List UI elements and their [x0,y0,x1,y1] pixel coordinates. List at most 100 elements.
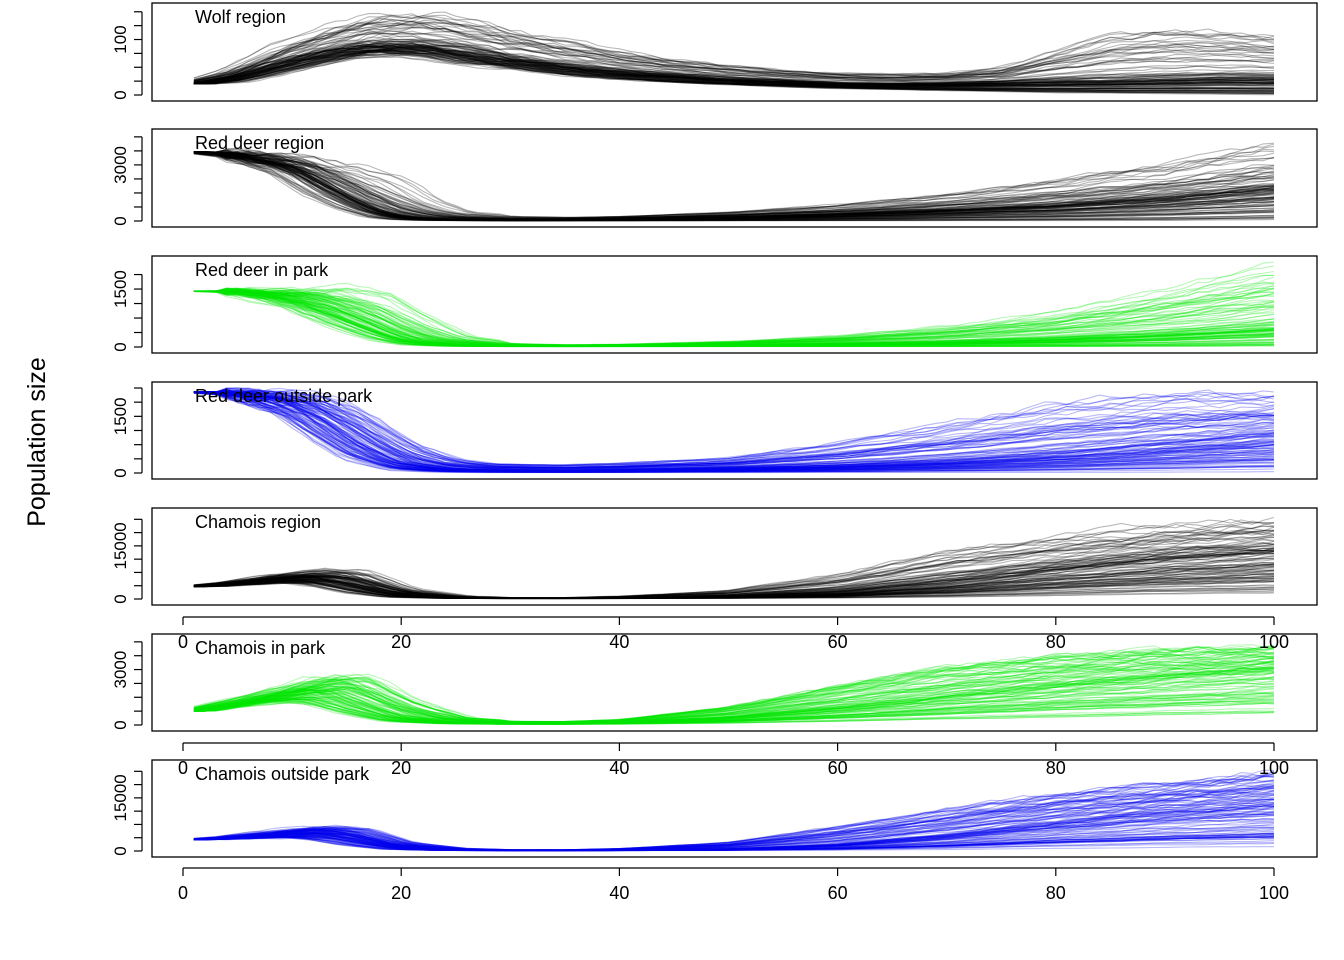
trajectory-line [193,832,1274,852]
trajectory-line [193,39,1275,85]
trajectory-line [193,392,1274,473]
trajectory-line [193,538,1275,599]
trajectory-line [193,43,1275,88]
trajectory-line [193,701,1274,725]
trajectory-line [193,530,1275,599]
trajectory-line [193,798,1275,851]
trajectory-line [193,43,1275,86]
trajectory-line [193,391,1275,470]
trajectory-line [193,46,1275,87]
trajectory-line [193,151,1275,221]
trajectory-line [193,151,1275,221]
trajectory-line [193,690,1275,725]
trajectory-line [193,49,1275,90]
trajectory-line [193,391,1275,472]
trajectory-line [193,391,1275,472]
panel-frame [151,255,1318,354]
trajectory-line [193,805,1275,851]
trajectory-line [193,152,1274,222]
trajectory-line [193,265,1275,346]
trajectory-line [193,787,1275,851]
trajectory-line [193,151,1275,221]
trajectory-line [193,389,1275,468]
trajectory-line [193,391,1275,472]
trajectory-line [193,563,1275,599]
trajectory-line [193,389,1275,471]
trajectory-line [193,556,1275,599]
trajectory-line [193,646,1275,723]
trajectory-line [193,387,1275,471]
trajectory-line [193,701,1275,725]
trajectory-line [193,26,1275,82]
trajectory-line [193,675,1275,725]
y-tick-label: 15000 [111,774,130,821]
trajectory-line [193,290,1275,347]
trajectory-line [193,391,1275,473]
trajectory-line [193,658,1275,724]
trajectory-line [193,30,1275,83]
trajectory-line [193,289,1275,348]
trajectory-line [193,551,1275,599]
x-tick-label: 0 [178,883,188,903]
trajectory-line [193,668,1275,724]
trajectory-line [193,778,1275,851]
trajectory-line [193,152,1275,221]
trajectory-line [193,149,1275,220]
trajectory-line [193,152,1275,221]
trajectory-line [193,19,1275,85]
trajectory-line [193,391,1275,473]
trajectory-line [193,152,1275,220]
trajectory-line [193,38,1275,85]
trajectory-line [193,812,1275,851]
trajectory-line [193,570,1275,600]
trajectory-line [193,563,1275,599]
trajectory-line [193,391,1275,473]
trajectory-line [193,770,1275,851]
trajectory-line [193,677,1275,725]
trajectory-line [193,699,1275,725]
trajectory-line [193,769,1275,851]
trajectory-line [193,151,1275,221]
trajectory-line [193,287,1275,348]
trajectory-line [193,290,1275,347]
trajectory-line [193,290,1275,347]
trajectory-line [193,787,1275,851]
trajectory-line [193,42,1275,86]
trajectory-line [193,290,1275,347]
trajectory-line [193,391,1275,474]
trajectory-line [193,48,1275,90]
trajectory-line [193,804,1275,851]
trajectory-line [193,387,1275,473]
trajectories [193,387,1275,474]
trajectory-line [193,283,1275,346]
trajectory-line [193,48,1275,87]
trajectory-line [193,391,1275,469]
trajectory-line [193,392,1275,473]
panels-group: 0 100 Wolf region 0 3000 Red deer region 0 1500… [111,2,1318,903]
trajectories [193,516,1275,600]
trajectory-line [193,392,1275,473]
trajectory-line [193,290,1275,347]
trajectory-line [193,802,1275,851]
trajectory-line [193,794,1275,851]
trajectory-line [193,47,1275,87]
trajectory-line [193,152,1275,222]
trajectory-line [193,790,1275,851]
trajectory-line [193,391,1275,470]
trajectory-line [193,46,1275,88]
trajectory-line [193,287,1275,347]
trajectory-line [193,48,1274,88]
trajectory-line [193,40,1274,85]
panel-3: 0 1500 Red deer outside park [111,381,1318,480]
trajectory-line [193,290,1274,347]
trajectory-line [193,151,1275,219]
trajectory-line [193,391,1275,469]
trajectory-line [193,567,1275,600]
trajectory-line [193,151,1275,222]
trajectory-line [193,50,1275,90]
trajectory-line [193,822,1275,852]
trajectory-line [193,792,1275,851]
trajectory-line [193,45,1275,86]
trajectory-line [193,699,1275,725]
trajectory-line [193,667,1275,725]
